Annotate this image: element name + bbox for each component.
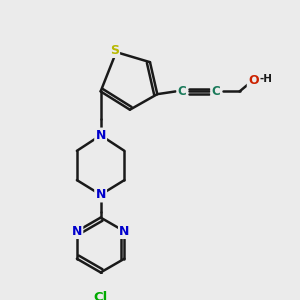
Text: N: N [72, 225, 82, 238]
Text: N: N [95, 188, 106, 201]
Text: N: N [95, 129, 106, 142]
Text: O: O [248, 74, 259, 87]
Text: N: N [119, 225, 130, 238]
Text: -H: -H [260, 74, 273, 84]
Text: C: C [212, 85, 220, 98]
Text: C: C [178, 85, 186, 98]
Text: Cl: Cl [94, 291, 108, 300]
Text: S: S [110, 44, 119, 57]
